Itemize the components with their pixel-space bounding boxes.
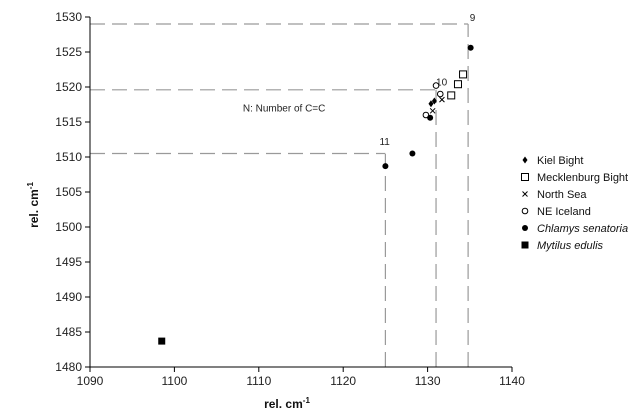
x-tick-label: 1100 — [161, 374, 187, 388]
x-mark-stroke — [439, 96, 445, 103]
y-tick-label: 1495 — [55, 255, 82, 269]
legend-label-ne-iceland: NE Iceland — [537, 206, 591, 218]
y-tick-label: 1490 — [55, 290, 82, 304]
y-tick-label: 1530 — [55, 10, 82, 24]
reference-lines — [90, 23, 469, 367]
legend-marker-mecklenburg-bight — [521, 173, 529, 181]
point-chlamys-senatoria — [409, 150, 416, 157]
point-ne-iceland — [422, 111, 430, 119]
point-ne-iceland — [432, 82, 440, 89]
x-ticks: 1090 1100 1110 1120 1130 1140 — [77, 367, 525, 388]
x-axis-label: rel. cm-1 — [264, 396, 310, 411]
x-tick-label: 1130 — [415, 374, 441, 388]
legend-marker-mytilus-edulis — [521, 241, 529, 249]
y-axis-label: rel. cm-1 — [26, 182, 41, 228]
legend: Kiel Bight Mecklenburg Bight North Sea NE I… — [521, 155, 628, 252]
y-tick-label: 1520 — [55, 80, 82, 94]
y-tick-label: 1515 — [55, 115, 82, 129]
x-tick-label: 1110 — [246, 374, 271, 388]
x-tick-label: 1090 — [77, 374, 104, 388]
point-mecklenburg-bight — [447, 91, 456, 100]
point-north-sea — [439, 96, 445, 103]
y-tick-label: 1500 — [55, 220, 82, 234]
x-tick-label: 1140 — [499, 374, 525, 388]
point-kiel-bight — [428, 100, 434, 108]
point-chlamys-senatoria — [427, 114, 434, 121]
annotation-label: 11 — [379, 137, 390, 148]
y-tick-label: 1510 — [55, 150, 82, 164]
point-kiel-bight — [431, 97, 437, 105]
point-ne-iceland — [436, 90, 444, 98]
annotation-label: 10 — [436, 78, 448, 89]
legend-marker-north-sea — [522, 191, 528, 197]
x-mark-stroke — [522, 191, 528, 197]
x-tick-label: 1120 — [330, 374, 356, 388]
point-mecklenburg-bight — [453, 80, 462, 89]
point-north-sea — [429, 107, 436, 114]
legend-label-kiel-bight: Kiel Bight — [537, 155, 583, 167]
x-mark-stroke — [429, 107, 436, 114]
annotation-label: 9 — [470, 13, 476, 24]
y-tick-label: 1480 — [55, 360, 82, 374]
annotation-note: N: Number of C=C — [243, 104, 326, 115]
data-points — [158, 44, 474, 345]
legend-marker-chlamys-senatoria — [522, 225, 528, 231]
point-chlamys-senatoria — [467, 44, 474, 51]
y-tick-label: 1525 — [55, 45, 82, 59]
y-ticks: 1480 1485 1490 1495 1500 1505 1510 1515 1520 1525… — [55, 10, 90, 374]
point-mecklenburg-bight — [459, 70, 468, 79]
legend-label-chlamys-senatoria: Chlamys senatoria — [537, 223, 628, 235]
annotations: N: Number of C=C 9 10 11 — [243, 13, 476, 148]
axes — [89, 17, 512, 368]
point-chlamys-senatoria — [382, 163, 389, 170]
legend-label-mytilus-edulis: Mytilus edulis — [537, 240, 604, 252]
y-tick-label: 1505 — [55, 185, 82, 199]
legend-marker-kiel-bight — [522, 156, 528, 164]
point-mytilus-edulis — [158, 337, 166, 345]
y-tick-label: 1485 — [55, 325, 82, 339]
legend-label-mecklenburg-bight: Mecklenburg Bight — [537, 172, 628, 184]
legend-label-north-sea: North Sea — [537, 189, 587, 201]
legend-marker-ne-iceland — [521, 207, 529, 215]
